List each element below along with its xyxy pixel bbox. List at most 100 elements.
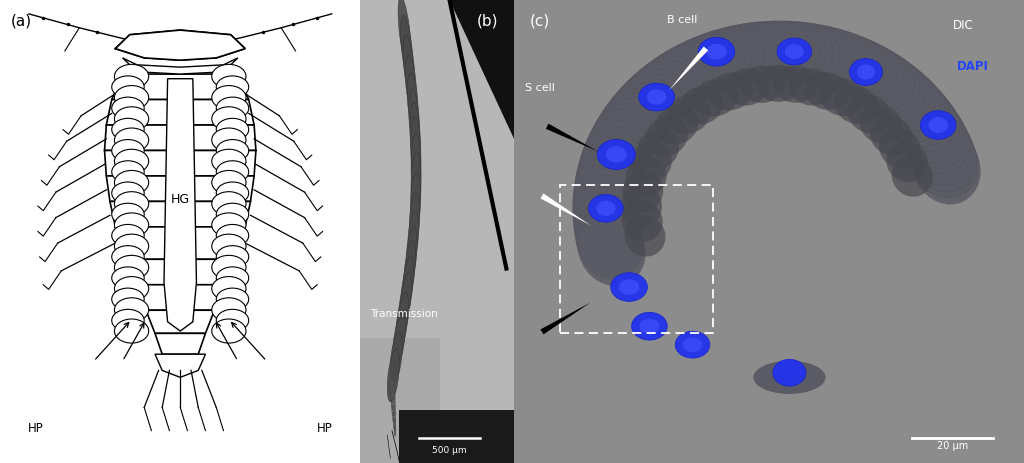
Ellipse shape <box>759 22 840 82</box>
Ellipse shape <box>857 65 876 80</box>
Ellipse shape <box>724 21 806 81</box>
Ellipse shape <box>112 225 144 247</box>
Ellipse shape <box>112 246 144 268</box>
Polygon shape <box>123 58 238 74</box>
Ellipse shape <box>691 26 771 88</box>
Text: (a): (a) <box>11 14 32 29</box>
Ellipse shape <box>892 155 933 197</box>
Ellipse shape <box>212 319 246 343</box>
Ellipse shape <box>410 102 420 168</box>
Ellipse shape <box>115 276 148 300</box>
Ellipse shape <box>115 213 148 237</box>
Ellipse shape <box>813 34 892 97</box>
Ellipse shape <box>573 156 640 230</box>
Ellipse shape <box>601 83 673 153</box>
Ellipse shape <box>112 182 144 204</box>
Text: S cell: S cell <box>524 82 554 93</box>
Ellipse shape <box>212 86 246 110</box>
Ellipse shape <box>390 332 402 385</box>
Ellipse shape <box>574 194 641 268</box>
Ellipse shape <box>216 309 249 332</box>
Ellipse shape <box>400 256 414 324</box>
Ellipse shape <box>216 203 249 225</box>
Ellipse shape <box>592 98 662 169</box>
Ellipse shape <box>739 66 785 103</box>
Ellipse shape <box>578 132 645 205</box>
Ellipse shape <box>575 144 642 218</box>
Ellipse shape <box>212 298 246 322</box>
Ellipse shape <box>212 107 246 131</box>
Ellipse shape <box>777 38 812 65</box>
Ellipse shape <box>392 412 395 423</box>
Ellipse shape <box>573 163 639 237</box>
Ellipse shape <box>387 350 399 402</box>
Text: (c): (c) <box>529 14 550 29</box>
Polygon shape <box>110 201 251 227</box>
Ellipse shape <box>393 418 396 430</box>
Text: Transmission: Transmission <box>370 309 437 319</box>
Ellipse shape <box>212 170 246 194</box>
Ellipse shape <box>698 38 735 66</box>
Ellipse shape <box>623 61 697 128</box>
Ellipse shape <box>397 273 412 341</box>
Ellipse shape <box>216 246 249 268</box>
Text: B cell: B cell <box>668 15 697 25</box>
Polygon shape <box>106 176 254 201</box>
Ellipse shape <box>906 113 975 186</box>
Ellipse shape <box>819 37 898 100</box>
Ellipse shape <box>666 35 744 97</box>
Ellipse shape <box>693 78 738 117</box>
Ellipse shape <box>638 49 714 115</box>
Ellipse shape <box>212 213 246 237</box>
Ellipse shape <box>216 225 249 247</box>
Ellipse shape <box>589 104 658 175</box>
Ellipse shape <box>577 138 643 212</box>
Ellipse shape <box>849 52 926 118</box>
Ellipse shape <box>756 65 802 102</box>
Ellipse shape <box>637 129 679 169</box>
Ellipse shape <box>575 200 642 274</box>
Polygon shape <box>116 30 245 60</box>
Ellipse shape <box>633 53 709 119</box>
Ellipse shape <box>855 56 930 123</box>
Text: DIC: DIC <box>952 19 973 31</box>
Ellipse shape <box>908 119 977 192</box>
Ellipse shape <box>784 44 804 59</box>
Ellipse shape <box>112 309 144 332</box>
Polygon shape <box>155 333 206 354</box>
Bar <box>398 410 514 463</box>
Ellipse shape <box>793 28 873 89</box>
Ellipse shape <box>115 170 148 194</box>
Ellipse shape <box>610 273 647 301</box>
Ellipse shape <box>216 267 249 289</box>
Ellipse shape <box>744 21 826 81</box>
Ellipse shape <box>212 64 246 88</box>
Ellipse shape <box>112 161 144 183</box>
Ellipse shape <box>115 64 148 88</box>
Ellipse shape <box>216 288 249 310</box>
Text: 500 μm: 500 μm <box>432 446 467 455</box>
Ellipse shape <box>112 267 144 289</box>
Ellipse shape <box>400 15 413 83</box>
Ellipse shape <box>876 73 948 141</box>
Polygon shape <box>450 0 514 139</box>
Ellipse shape <box>800 30 880 92</box>
Ellipse shape <box>618 279 639 295</box>
Ellipse shape <box>849 59 883 86</box>
Ellipse shape <box>115 86 148 110</box>
Ellipse shape <box>411 151 421 222</box>
Ellipse shape <box>573 188 640 262</box>
Ellipse shape <box>831 42 909 106</box>
Ellipse shape <box>394 425 396 437</box>
Ellipse shape <box>880 77 952 146</box>
Ellipse shape <box>838 45 914 110</box>
Ellipse shape <box>216 97 249 119</box>
Bar <box>560 185 713 333</box>
Ellipse shape <box>392 313 406 370</box>
Ellipse shape <box>773 359 806 386</box>
Ellipse shape <box>212 234 246 258</box>
Ellipse shape <box>216 161 249 183</box>
Ellipse shape <box>115 319 148 343</box>
Ellipse shape <box>613 69 687 137</box>
Ellipse shape <box>860 60 935 127</box>
